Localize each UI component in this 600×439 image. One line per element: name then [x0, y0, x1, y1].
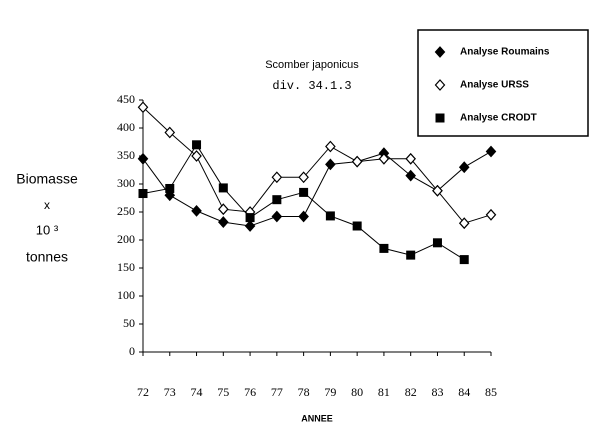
marker: [298, 171, 309, 184]
marker: [164, 126, 176, 139]
x-tick-label: 82: [405, 385, 417, 399]
y-axis-label: tonnes: [26, 249, 68, 265]
y-axis-label: 10 ³: [36, 222, 59, 237]
marker: [405, 152, 416, 165]
marker: [137, 101, 149, 114]
x-tick-label: 79: [324, 385, 336, 399]
x-tick-label: 77: [271, 385, 283, 399]
marker: [352, 221, 362, 231]
y-tick-label: 50: [123, 316, 135, 330]
x-tick-label: 80: [351, 385, 363, 399]
y-tick-label: 300: [117, 176, 135, 190]
y-tick-label: 150: [117, 260, 135, 274]
marker: [379, 243, 389, 253]
marker: [299, 187, 309, 197]
y-tick-label: 200: [117, 232, 135, 246]
marker: [218, 203, 229, 216]
marker: [378, 152, 390, 165]
marker: [191, 150, 202, 162]
marker: [485, 145, 497, 158]
marker: [191, 204, 202, 217]
x-tick-label: 83: [431, 385, 443, 399]
marker: [271, 210, 283, 223]
x-tick-label: 78: [298, 385, 310, 399]
y-tick-label: 0: [129, 344, 135, 358]
marker: [245, 213, 255, 223]
marker: [137, 152, 149, 165]
marker: [435, 113, 445, 123]
x-tick-label: 85: [485, 385, 497, 399]
marker: [272, 195, 282, 205]
marker: [434, 46, 446, 58]
chart-subtitle: div. 34.1.3: [272, 79, 351, 93]
marker: [192, 140, 202, 150]
marker: [432, 184, 443, 197]
x-tick-label: 76: [244, 385, 256, 399]
marker: [271, 171, 283, 184]
marker: [485, 208, 497, 221]
chart-title: Scomber japonicus: [265, 59, 359, 71]
legend-label: Analyse CRODT: [460, 113, 537, 124]
marker: [138, 189, 148, 199]
x-tick-label: 81: [378, 385, 390, 399]
marker: [351, 155, 363, 168]
x-tick-label: 75: [217, 385, 229, 399]
marker: [434, 79, 446, 91]
series-line: [142, 151, 492, 227]
marker: [298, 210, 309, 223]
x-tick-label: 73: [164, 385, 176, 399]
x-tick-label: 72: [137, 385, 149, 399]
marker: [459, 255, 469, 265]
marker: [244, 220, 256, 232]
series-line: [142, 143, 465, 261]
y-tick-label: 350: [117, 148, 135, 162]
marker: [165, 183, 175, 193]
marker: [458, 217, 470, 230]
marker: [432, 238, 442, 248]
y-tick-label: 100: [117, 288, 135, 302]
x-tick-label: 74: [191, 385, 203, 399]
legend-label: Analyse URSS: [460, 80, 529, 91]
y-tick-label: 250: [117, 204, 135, 218]
y-axis-label: x: [44, 198, 50, 212]
marker: [325, 211, 335, 221]
marker: [325, 158, 336, 171]
x-tick-label: 84: [458, 385, 470, 399]
marker: [218, 216, 229, 228]
y-axis-label: Biomasse: [16, 171, 78, 187]
y-tick-label: 400: [117, 120, 135, 134]
marker: [405, 169, 416, 182]
marker: [218, 183, 228, 193]
marker: [458, 161, 470, 174]
marker: [406, 250, 416, 260]
y-tick-label: 450: [117, 92, 135, 106]
legend-box: [417, 29, 589, 137]
x-axis-label: ANNEE: [301, 413, 333, 423]
legend-label: Analyse Roumains: [460, 47, 550, 58]
series-line: [142, 106, 492, 224]
marker: [325, 140, 336, 153]
